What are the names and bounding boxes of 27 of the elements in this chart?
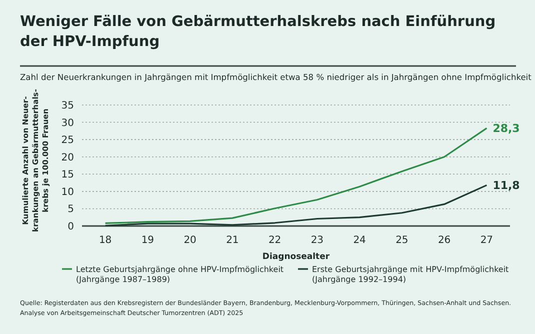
x-tick-label: 21 [226, 235, 239, 246]
x-tick-label: 25 [396, 235, 408, 246]
x-tick-label: 20 [184, 235, 196, 246]
x-tick-label: 18 [98, 235, 112, 246]
y-tick-label: 10 [61, 186, 74, 198]
legend-label: Letzte Geburtsjahrgänge ohne HPV-Impfmöglichkeit (Jahrgänge 1987–1989) [76, 265, 284, 284]
legend-label: Erste Geburtsjahrgänge mit HPV-Impfmöglichkeit (Jahrgänge 1992–1994) [312, 265, 509, 284]
chart-title: Weniger Fälle von Gebärmutterhalskrebs nach Einführung der HPV-Impfung [20, 14, 496, 50]
y-tick-label: 5 [68, 204, 74, 216]
data-label: 28,3 [492, 122, 520, 136]
y-tick-label: 35 [61, 100, 74, 112]
x-tick-label: 23 [310, 235, 324, 246]
y-tick-label: 15 [61, 170, 74, 181]
x-tick-label: 19 [141, 235, 154, 246]
x-tick-label: 27 [480, 235, 494, 246]
data-label: 11,8 [492, 179, 520, 192]
line-series [104, 127, 488, 224]
y-tick-label: 30 [61, 118, 74, 129]
x-tick-label: 22 [268, 235, 282, 246]
x-axis-title: Diagnosealter [262, 252, 330, 262]
chart-subtitle: Zahl der Neuerkrankungen in Jahrgängen mit Impfmöglichkeit etwa 58 % niedriger als in Jahrgängen ohne Impfmöglichkeit [20, 72, 532, 82]
y-tick-label: 0 [68, 222, 74, 232]
y-tick-label: 25 [61, 135, 74, 146]
x-tick-label: 24 [353, 235, 366, 246]
y-tick-label: 20 [61, 152, 74, 164]
line-series [104, 184, 488, 226]
x-tick-label: 26 [438, 235, 451, 246]
